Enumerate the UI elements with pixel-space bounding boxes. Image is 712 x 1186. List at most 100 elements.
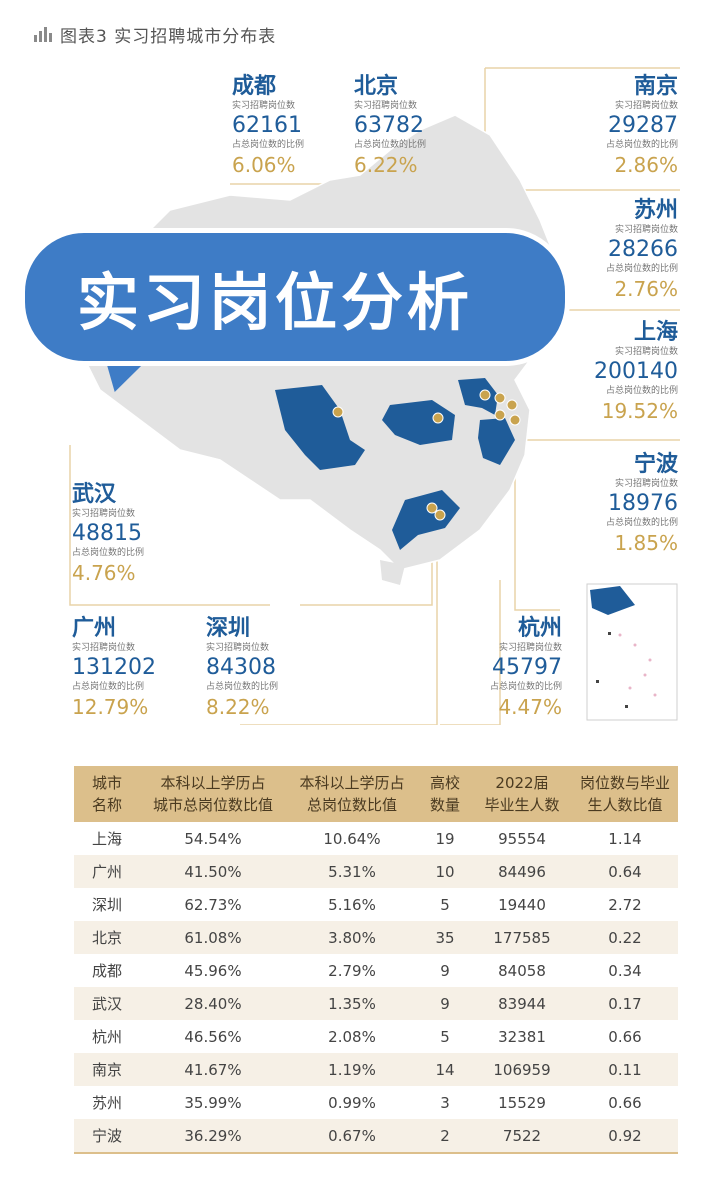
callout-shenzhen: 深圳 实习招聘岗位数 84308 占总岗位数的比例 8.22% bbox=[206, 616, 336, 720]
col-header-city-ratio: 本科以上学历占 城市总岗位数比值 bbox=[140, 766, 286, 822]
table-row: 深圳 62.73% 5.16% 5 19440 2.72 bbox=[74, 888, 678, 921]
callout-guangzhou: 广州 实习招聘岗位数 131202 占总岗位数的比例 12.79% bbox=[72, 616, 202, 720]
callout-ningbo: 宁波 实习招聘岗位数 18976 占总岗位数的比例 1.85% bbox=[548, 452, 678, 556]
cell-universities: 9 bbox=[418, 987, 472, 1020]
cell-universities: 9 bbox=[440, 961, 450, 980]
table-row: 北京 61.08% 3.80% 35 177585 0.22 bbox=[74, 921, 678, 954]
col-header-total-ratio: 本科以上学历占 总岗位数比值 bbox=[286, 766, 418, 822]
cell-universities: 35 bbox=[418, 921, 472, 954]
table-row: 南京 41.67% 1.19% 14 106959 0.11 bbox=[74, 1053, 678, 1086]
cell-universities: 5 bbox=[440, 895, 450, 914]
cell-universities: 5 bbox=[440, 1027, 450, 1046]
pin-nanjing bbox=[479, 389, 491, 401]
hainan-shape bbox=[380, 560, 405, 585]
city-name: 南京 bbox=[633, 74, 678, 99]
cell-total-ratio: 10.64% bbox=[323, 829, 381, 848]
city-name: 北京 bbox=[354, 74, 399, 99]
callout-hangzhou: 杭州 实习招聘岗位数 45797 占总岗位数的比例 4.47% bbox=[432, 616, 562, 720]
cell-universities: 14 bbox=[418, 1053, 472, 1086]
cell-city-ratio: 36.29% bbox=[140, 1119, 286, 1154]
table-header-row: 城市 名称 本科以上学历占 城市总岗位数比值 本科以上学历占 总岗位数比值 高校 数量 … bbox=[74, 766, 678, 822]
cell-job-grad-ratio: 0.22 bbox=[572, 921, 678, 954]
cell-graduates: 177585 bbox=[472, 921, 572, 954]
cell-total-ratio: 1.35% bbox=[286, 987, 418, 1020]
table-row: 武汉 28.40% 1.35% 9 83944 0.17 bbox=[74, 987, 678, 1020]
jobs-value: 62161 bbox=[232, 113, 302, 138]
cell-job-grad-ratio: 0.66 bbox=[608, 1093, 642, 1112]
cell-city: 上海 bbox=[91, 830, 122, 848]
col-header-city: 城市 名称 bbox=[74, 766, 140, 822]
jobs-value: 29287 bbox=[608, 113, 678, 138]
cell-total-ratio: 0.67% bbox=[286, 1119, 418, 1154]
share-label: 占总岗位数的比例 bbox=[605, 386, 678, 396]
cell-graduates: 84058 bbox=[498, 961, 546, 980]
highlight-regions bbox=[275, 378, 515, 550]
cell-city-ratio: 54.54% bbox=[184, 829, 242, 848]
jobs-label: 实习招聘岗位数 bbox=[614, 225, 678, 235]
cell-job-grad-ratio: 0.92 bbox=[572, 1119, 678, 1154]
share-label: 占总岗位数的比例 bbox=[605, 140, 678, 150]
bar-chart-icon bbox=[34, 26, 52, 42]
share-value: 8.22% bbox=[206, 695, 270, 719]
cell-total-ratio: 5.16% bbox=[328, 895, 376, 914]
cell-universities: 3 bbox=[440, 1093, 450, 1112]
col-header-universities: 高校 数量 bbox=[418, 766, 472, 822]
col-header-job-grad-ratio: 岗位数与毕业 生人数比值 bbox=[572, 766, 678, 822]
city-name: 成都 bbox=[232, 74, 277, 99]
table-row: 苏州 35.99% 0.99% 3 15529 0.66 bbox=[74, 1086, 678, 1119]
cell-graduates: 32381 bbox=[498, 1027, 546, 1046]
city-name: 上海 bbox=[633, 320, 678, 345]
bubble-text: 实习岗位分析 bbox=[76, 266, 473, 339]
south-sea-inset bbox=[586, 583, 678, 721]
guangdong-region bbox=[392, 490, 460, 550]
callout-suzhou: 苏州 实习招聘岗位数 28266 占总岗位数的比例 2.76% bbox=[548, 198, 678, 302]
pin-hangzhou bbox=[494, 409, 506, 421]
table-row: 宁波 36.29% 0.67% 2 7522 0.92 bbox=[74, 1119, 678, 1154]
cell-city-ratio: 35.99% bbox=[184, 1093, 242, 1112]
share-value: 4.76% bbox=[72, 561, 136, 585]
figure-title: 图表3 实习招聘城市分布表 bbox=[60, 26, 277, 47]
callout-wuhan: 武汉 实习招聘岗位数 48815 占总岗位数的比例 4.76% bbox=[72, 482, 202, 586]
cell-city: 深圳 bbox=[91, 896, 122, 914]
cell-universities: 10 bbox=[418, 855, 472, 888]
table-row: 成都 45.96% 2.79% 9 84058 0.34 bbox=[74, 954, 678, 987]
jobs-label: 实习招聘岗位数 bbox=[498, 643, 562, 653]
cell-city-ratio: 28.40% bbox=[140, 987, 286, 1020]
share-label: 占总岗位数的比例 bbox=[72, 548, 145, 558]
cell-city: 南京 bbox=[74, 1053, 140, 1086]
cell-job-grad-ratio: 1.14 bbox=[608, 829, 642, 848]
share-label: 占总岗位数的比例 bbox=[354, 140, 427, 150]
share-label: 占总岗位数的比例 bbox=[206, 682, 279, 692]
share-value: 19.52% bbox=[601, 399, 678, 423]
city-name: 杭州 bbox=[517, 616, 562, 641]
cell-city-ratio: 41.50% bbox=[140, 855, 286, 888]
jobs-value: 84308 bbox=[206, 655, 276, 680]
callout-shanghai: 上海 实习招聘岗位数 200140 占总岗位数的比例 19.52% bbox=[548, 320, 678, 424]
title-bubble: 实习岗位分析 bbox=[20, 228, 570, 366]
jobs-value: 45797 bbox=[492, 655, 562, 680]
cell-graduates: 7522 bbox=[472, 1119, 572, 1154]
zhejiang-region bbox=[478, 418, 515, 465]
share-value: 2.76% bbox=[614, 277, 678, 301]
cell-total-ratio: 3.80% bbox=[286, 921, 418, 954]
jobs-label: 实习招聘岗位数 bbox=[72, 643, 136, 653]
callout-nanjing: 南京 实习招聘岗位数 29287 占总岗位数的比例 2.86% bbox=[548, 74, 678, 178]
cell-total-ratio: 1.19% bbox=[286, 1053, 418, 1086]
share-label: 占总岗位数的比例 bbox=[605, 264, 678, 274]
jobs-value: 200140 bbox=[594, 359, 678, 384]
jobs-label: 实习招聘岗位数 bbox=[232, 101, 296, 111]
city-name: 武汉 bbox=[72, 482, 117, 507]
cell-total-ratio: 2.79% bbox=[328, 961, 376, 980]
share-label: 占总岗位数的比例 bbox=[232, 140, 305, 150]
cell-job-grad-ratio: 0.34 bbox=[608, 961, 642, 980]
cell-city: 成都 bbox=[91, 962, 122, 980]
cell-graduates: 83944 bbox=[472, 987, 572, 1020]
city-name: 苏州 bbox=[633, 198, 678, 223]
city-name: 深圳 bbox=[206, 616, 251, 641]
jobs-label: 实习招聘岗位数 bbox=[614, 479, 678, 489]
cell-graduates: 106959 bbox=[472, 1053, 572, 1086]
cell-graduates: 95554 bbox=[498, 829, 546, 848]
cell-graduates: 19440 bbox=[498, 895, 546, 914]
cell-city: 武汉 bbox=[74, 987, 140, 1020]
jobs-label: 实习招聘岗位数 bbox=[614, 101, 678, 111]
